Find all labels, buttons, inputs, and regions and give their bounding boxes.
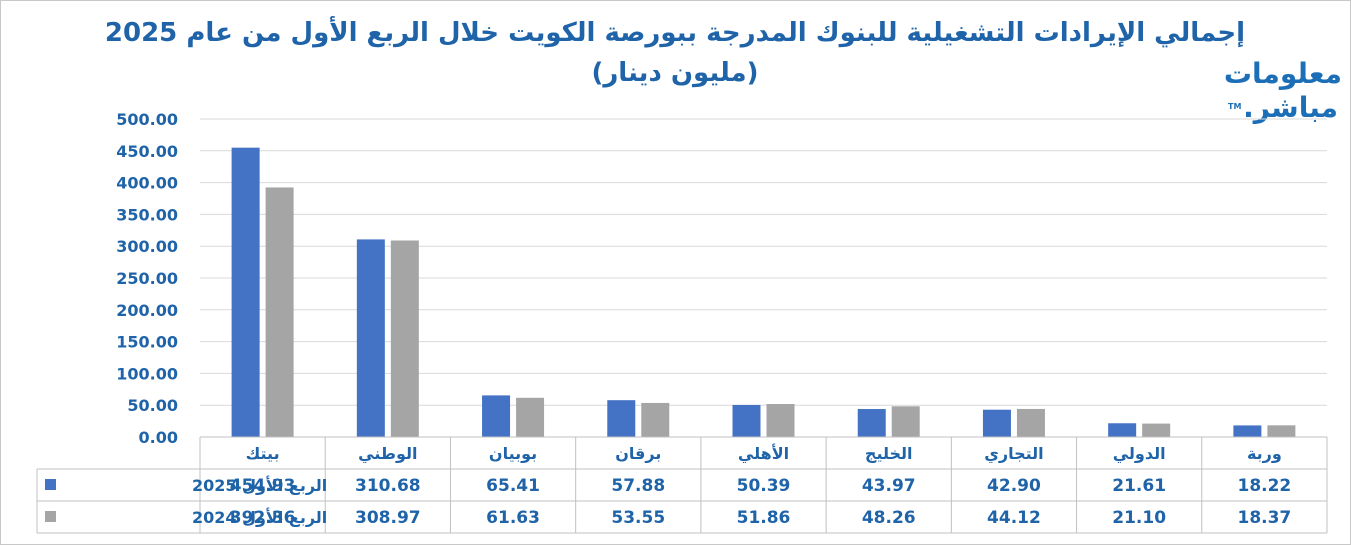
bar	[1267, 425, 1296, 437]
bar	[857, 409, 886, 437]
bar	[982, 409, 1011, 437]
data-label: 42.90	[987, 476, 1041, 496]
data-label: 50.39	[737, 476, 791, 496]
bar	[482, 395, 511, 437]
brand-logo: معلومات مباشر. TM	[1224, 58, 1348, 132]
chart-title: إجمالي الإيرادات التشغيلية للبنوك المدرج…	[104, 18, 1246, 48]
bar	[1142, 423, 1171, 437]
y-tick-label: 300.00	[116, 237, 178, 256]
data-label: 18.22	[1237, 476, 1291, 496]
data-label: 310.68	[355, 476, 421, 496]
bar	[1016, 408, 1045, 437]
data-label: 65.41	[486, 476, 540, 496]
x-category-label: بوبيان	[489, 444, 537, 463]
bar	[516, 397, 545, 437]
data-label: 44.12	[987, 508, 1041, 528]
logo-word-2: مباشر.	[1243, 91, 1339, 124]
data-label: 308.97	[355, 508, 421, 528]
bar	[607, 400, 636, 437]
y-tick-label: 400.00	[116, 174, 178, 193]
y-tick-label: 500.00	[116, 110, 178, 129]
bar	[641, 402, 670, 437]
data-label: 53.55	[611, 508, 665, 528]
data-label: 43.97	[862, 476, 916, 496]
y-tick-label: 200.00	[116, 301, 178, 320]
x-category-label: الخليج	[865, 444, 913, 463]
legend-label: الربع الأول 2024	[192, 508, 327, 527]
logo-word-1: معلومات	[1223, 57, 1343, 90]
bar	[390, 240, 419, 437]
data-label: 48.26	[862, 508, 916, 528]
data-label: 454.93	[230, 476, 296, 496]
x-category-label: برقان	[615, 444, 661, 463]
bar	[766, 404, 795, 437]
data-label: 392.36	[230, 508, 296, 528]
y-tick-label: 450.00	[116, 142, 178, 161]
data-label: 57.88	[611, 476, 665, 496]
data-label: 21.61	[1112, 476, 1166, 496]
y-tick-label: 50.00	[127, 396, 178, 415]
legend-swatch	[45, 511, 56, 522]
data-label: 18.37	[1237, 508, 1291, 528]
bar	[891, 406, 920, 437]
x-category-label: الدولي	[1113, 444, 1166, 464]
x-category-label: الوطني	[358, 444, 417, 464]
bar	[231, 147, 260, 437]
data-label: 21.10	[1112, 508, 1166, 528]
data-label: 61.63	[486, 508, 540, 528]
bar	[265, 187, 294, 437]
x-category-label: بيتك	[246, 444, 280, 463]
legend-label: الربع الأول 2025	[192, 476, 327, 495]
y-tick-label: 150.00	[116, 333, 178, 352]
y-tick-label: 100.00	[116, 364, 178, 383]
bar	[356, 239, 385, 437]
x-category-label: الأهلي	[738, 444, 789, 464]
chart-subtitle: (مليون دينار)	[591, 58, 759, 88]
logo-trademark: TM	[1228, 102, 1242, 111]
legend-swatch	[45, 479, 56, 490]
y-tick-label: 250.00	[116, 269, 178, 288]
bar	[1108, 423, 1137, 437]
bar	[732, 404, 761, 437]
data-label: 51.86	[737, 508, 791, 528]
bar	[1233, 425, 1262, 437]
y-tick-label: 350.00	[116, 205, 178, 224]
x-category-label: وربة	[1247, 444, 1282, 463]
y-tick-label: 0.00	[139, 428, 178, 447]
x-category-label: التجاري	[984, 444, 1043, 464]
